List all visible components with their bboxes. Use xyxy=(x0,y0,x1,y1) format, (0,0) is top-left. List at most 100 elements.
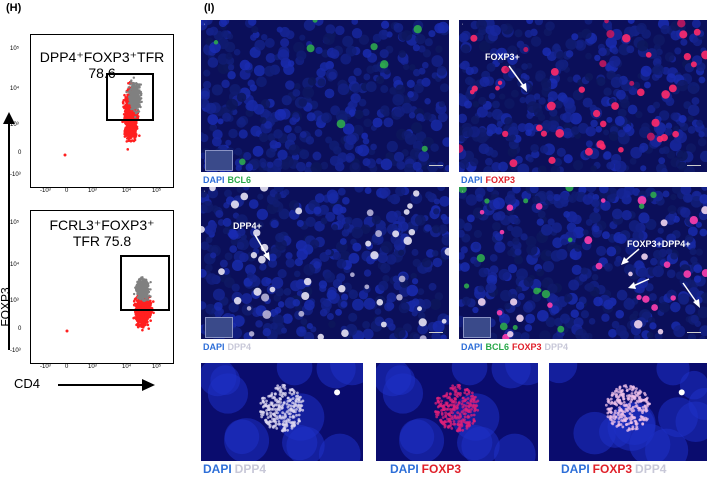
signal-dot xyxy=(266,408,270,412)
nucleus xyxy=(496,121,503,128)
nucleus xyxy=(581,28,592,40)
stained-cell xyxy=(661,90,670,99)
nucleus xyxy=(536,218,544,226)
nucleus xyxy=(352,298,364,311)
nucleus xyxy=(652,101,661,109)
nucleus xyxy=(329,155,341,167)
flow-event xyxy=(129,133,133,137)
ytick: -10³ xyxy=(10,172,21,178)
stained-cell xyxy=(637,195,647,205)
nucleus xyxy=(489,253,498,262)
stained-cell xyxy=(370,43,378,51)
flow-event xyxy=(126,130,130,134)
nucleus xyxy=(398,302,410,314)
nucleus xyxy=(418,150,430,162)
nucleus xyxy=(601,231,610,240)
caption-1: DAPI BCL6 xyxy=(203,175,252,185)
stained-cell xyxy=(370,251,379,260)
stained-cell xyxy=(239,158,246,166)
nucleus xyxy=(285,30,295,40)
nucleus xyxy=(579,273,588,282)
stained-cell xyxy=(248,331,255,337)
stained-cell xyxy=(269,286,276,293)
nucleus xyxy=(428,30,436,38)
nucleus xyxy=(224,189,232,198)
nucleus xyxy=(546,194,554,202)
nucleus xyxy=(598,47,607,57)
flow-event xyxy=(130,95,134,99)
stained-cell xyxy=(599,60,607,68)
stained-cell xyxy=(380,321,387,328)
nucleus xyxy=(693,264,703,274)
flow-plot-fcrl3: FCRL3⁺FOXP3⁺ TFR 75.8 xyxy=(30,210,174,364)
signal-dot xyxy=(277,420,281,423)
stained-cell xyxy=(533,287,540,295)
nucleus xyxy=(293,270,301,278)
nucleus xyxy=(303,299,315,311)
signal-dot xyxy=(297,413,301,417)
nucleus xyxy=(386,254,397,265)
stained-cell xyxy=(341,329,349,337)
nucleus xyxy=(393,106,405,118)
signal-dot xyxy=(290,424,294,428)
stained-cell xyxy=(418,318,427,327)
nucleus xyxy=(694,320,702,327)
arrow-icon xyxy=(254,234,270,261)
flow-plot-dpp4: DPP4⁺FOXP3⁺TFR 78.6 xyxy=(30,34,174,188)
nucleus xyxy=(265,148,276,158)
stained-cell xyxy=(201,225,205,233)
nucleus xyxy=(409,331,420,339)
nucleus xyxy=(476,106,488,118)
flow-event xyxy=(125,140,129,143)
flow-event xyxy=(133,124,136,128)
nucleus xyxy=(423,112,432,121)
nucleus xyxy=(348,109,356,116)
signal-dot xyxy=(289,421,293,425)
nucleus xyxy=(316,67,326,78)
nucleus xyxy=(285,258,295,268)
nucleus xyxy=(570,309,580,319)
flow-event xyxy=(141,323,144,327)
nucleus xyxy=(585,187,597,193)
nucleus xyxy=(507,264,518,274)
signal-dot xyxy=(272,419,276,423)
stained-cell xyxy=(557,325,565,333)
flow-event xyxy=(133,89,137,92)
nucleus xyxy=(584,72,594,82)
nucleus xyxy=(380,20,390,29)
stained-cell xyxy=(629,80,635,86)
nucleus xyxy=(554,100,563,109)
nucleus xyxy=(507,249,514,257)
signal-dot xyxy=(290,392,294,396)
nucleus xyxy=(632,310,639,317)
stained-cell xyxy=(246,306,252,311)
nucleus xyxy=(238,129,248,139)
nucleus xyxy=(594,54,601,62)
nucleus xyxy=(670,30,681,41)
nucleus xyxy=(222,217,232,227)
nucleus xyxy=(545,317,556,328)
nucleus xyxy=(265,53,276,63)
nucleus xyxy=(226,98,238,111)
nucleus xyxy=(687,126,696,134)
nucleus xyxy=(374,308,382,315)
nucleus xyxy=(513,255,524,265)
nucleus xyxy=(437,187,446,192)
nucleus xyxy=(272,199,281,208)
nucleus xyxy=(363,297,376,310)
nucleus xyxy=(253,104,265,115)
stained-cell xyxy=(701,269,707,277)
flow-event xyxy=(130,131,133,135)
nucleus xyxy=(343,223,350,230)
nucleus xyxy=(477,285,485,293)
arrow-icon xyxy=(682,282,700,308)
nucleus xyxy=(313,261,321,269)
nucleus xyxy=(676,79,689,92)
nucleus xyxy=(547,91,558,102)
signal-dot xyxy=(286,405,290,409)
flow-event xyxy=(134,86,138,90)
stained-cell xyxy=(303,277,312,286)
flow-event xyxy=(136,305,140,309)
nucleus xyxy=(317,78,326,87)
nucleus xyxy=(299,149,310,160)
